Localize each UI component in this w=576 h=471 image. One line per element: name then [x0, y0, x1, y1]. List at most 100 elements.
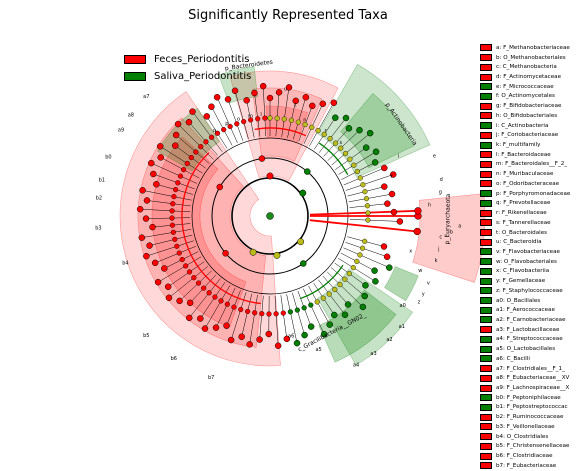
- clade-letter-label: f: [391, 174, 393, 180]
- taxa-key-label: z: F_Staphylococcaceae: [496, 288, 563, 294]
- taxa-key-entry: a: F_Methanobacteriaceae: [480, 43, 570, 53]
- mid-node: [362, 239, 367, 244]
- taxa-key-entry: b: O_Methanobacteriales: [480, 53, 570, 63]
- leaf-node: [137, 206, 143, 212]
- mid-node: [232, 305, 237, 310]
- taxa-key-label: o: F_Odoribacteraceae: [496, 181, 559, 187]
- mid-node: [366, 211, 371, 216]
- taxa-key-label: a2: F_Carnobacteriaceae: [496, 317, 566, 323]
- taxa-key-swatch: [480, 93, 492, 100]
- taxa-key-entry: l: F_Bacteroidaceae: [480, 150, 570, 160]
- leaf-node: [186, 315, 192, 321]
- taxa-key-swatch: [480, 122, 492, 129]
- clade-letter-label: a7: [143, 94, 149, 100]
- taxa-key-label: b: O_Methanobacteriales: [496, 55, 566, 61]
- clade-letter-label: c: [439, 234, 442, 240]
- clade-letter-label: n: [303, 118, 306, 124]
- taxa-key-swatch: [480, 443, 492, 450]
- leaf-node: [173, 132, 179, 138]
- leaf-node: [189, 109, 195, 115]
- taxa-key-label: m: F_Bacteroidales__F_2_: [496, 161, 567, 167]
- mid-node: [338, 146, 343, 151]
- leaf-node: [204, 113, 210, 119]
- leaf-node: [303, 94, 309, 100]
- taxa-key-entry: c: C_Methanobacteria: [480, 62, 570, 72]
- leaf-node: [228, 337, 234, 343]
- taxa-key-swatch: [480, 346, 492, 353]
- leaf-node: [175, 121, 181, 127]
- taxa-key-swatch: [480, 453, 492, 460]
- clade-letter-label: l: [260, 112, 261, 118]
- mid-node: [245, 309, 250, 314]
- taxa-key-entry: k: F_multifamily: [480, 140, 570, 150]
- taxa-key-swatch: [480, 414, 492, 421]
- branch: [281, 295, 287, 339]
- mid-node: [198, 144, 203, 149]
- class-node: [300, 261, 306, 267]
- taxa-key-entry: q: F_Prevotellaceae: [480, 199, 570, 209]
- taxa-key-label: a5: O_Lactobacillales: [496, 346, 555, 352]
- mid-node: [259, 311, 264, 316]
- taxa-key-label: a: F_Methanobacteriaceae: [496, 45, 570, 51]
- taxa-key-entry: f: O_Actinomycetales: [480, 92, 570, 102]
- mid-node: [189, 155, 194, 160]
- leaf-node: [144, 197, 150, 203]
- taxa-key-label: b4: O_Clostridiales: [496, 434, 548, 440]
- class-node: [223, 250, 229, 256]
- taxa-key-label: b1: F_Peptostreptococcac: [496, 404, 568, 410]
- taxa-key-label: v: F_Flavobacteriaceae: [496, 249, 560, 255]
- mid-node: [181, 167, 186, 172]
- leaf-node: [373, 149, 379, 155]
- mid-node: [296, 120, 301, 125]
- leaf-node: [276, 89, 282, 95]
- mid-node: [275, 116, 280, 121]
- taxa-key-label: q: F_Prevotellaceae: [496, 200, 550, 206]
- taxa-key-swatch: [480, 112, 492, 119]
- taxa-key-label: a0: O_Bacillales: [496, 298, 540, 304]
- taxa-key-entry: y: F_Gemellaceae: [480, 276, 570, 286]
- taxa-key-swatch: [480, 83, 492, 90]
- clade-letter-label: b4: [122, 260, 128, 266]
- mid-node: [170, 223, 175, 228]
- clade-letter-label: w: [418, 268, 422, 274]
- leaf-node: [208, 104, 214, 110]
- taxa-key-entry: n: F_Muribaculaceae: [480, 169, 570, 179]
- mid-node: [338, 282, 343, 287]
- mid-node: [187, 270, 192, 275]
- leaf-node: [148, 160, 154, 166]
- leaf-node: [251, 90, 257, 96]
- clade-letter-label: s: [340, 140, 343, 146]
- taxa-key-entry: w: O_Flavobacteriales: [480, 257, 570, 267]
- mid-node: [309, 125, 314, 130]
- taxa-key-swatch: [480, 142, 492, 149]
- leaf-node: [267, 95, 273, 101]
- leaf-node: [150, 224, 156, 230]
- mid-node: [347, 157, 352, 162]
- mid-node: [172, 237, 177, 242]
- leaf-node: [363, 145, 369, 151]
- mid-node: [241, 119, 246, 124]
- clade-letter-label: e: [433, 154, 436, 160]
- mid-node: [315, 299, 320, 304]
- mid-node: [204, 139, 209, 144]
- taxa-key-swatch: [480, 307, 492, 314]
- taxa-key-entry: p: F_Porphyromonadaceae: [480, 189, 570, 199]
- taxa-key-entry: a7: F_Clostridiales__F_1_: [480, 364, 570, 374]
- leaf-node: [302, 332, 308, 338]
- mid-node: [274, 311, 279, 316]
- enriched-spoke: [310, 211, 418, 215]
- taxa-key-label: y: F_Gemellaceae: [496, 278, 545, 284]
- taxa-key-swatch: [480, 423, 492, 430]
- taxa-key-swatch: [480, 151, 492, 158]
- clade-highlight-sectors: [120, 64, 485, 366]
- taxa-key-swatch: [480, 316, 492, 323]
- mid-node: [366, 218, 371, 223]
- mid-node: [302, 305, 307, 310]
- class-node: [304, 169, 310, 175]
- leaf-node: [143, 253, 149, 259]
- taxa-key-label: e: F_Micrococcaceae: [496, 84, 554, 90]
- taxa-key-entry: a0: O_Bacillales: [480, 296, 570, 306]
- clade-letter-label: v: [427, 281, 430, 287]
- mid-node: [213, 295, 218, 300]
- taxa-key-entry: b4: O_Clostridiales: [480, 432, 570, 442]
